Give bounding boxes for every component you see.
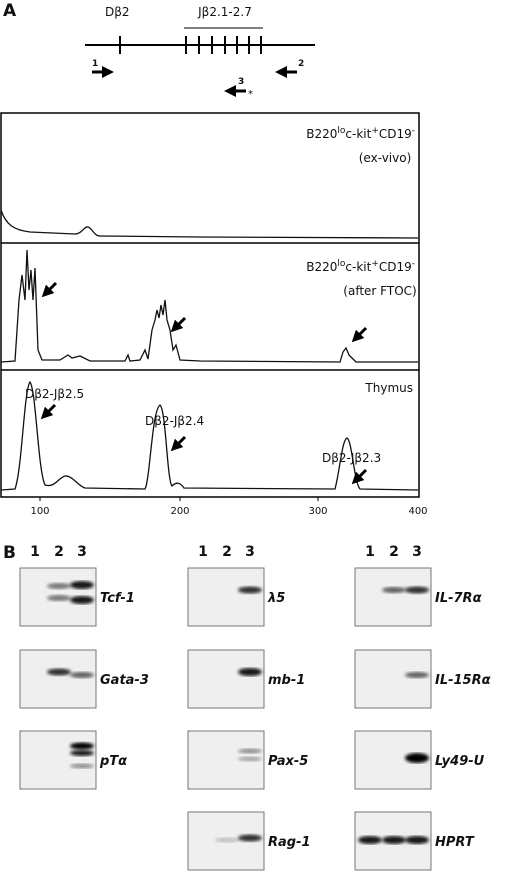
gene-label: Ly49-U	[435, 754, 485, 769]
lane-label: 3	[77, 544, 87, 560]
gel-band	[47, 595, 71, 601]
gel-band	[47, 583, 71, 589]
peak-annotation: Dβ2-Jβ2.4	[145, 414, 204, 428]
gel	[19, 730, 97, 790]
trace	[0, 380, 419, 491]
gene-label: Rag-1	[268, 835, 311, 850]
gel-band	[47, 668, 71, 676]
gel-band	[238, 756, 262, 762]
lane-label: 1	[198, 544, 208, 560]
panel-label: A	[3, 1, 17, 21]
star: *	[248, 89, 253, 100]
gel-band	[238, 586, 262, 594]
x-tick-label: 400	[408, 506, 427, 517]
gel-band	[238, 748, 262, 754]
lane-label: 2	[54, 544, 64, 560]
j-segment-label: Jβ2.1-2.7	[197, 5, 252, 19]
gene-label: mb-1	[268, 673, 305, 688]
gel-band	[70, 672, 94, 678]
cell-label: Thymus	[364, 381, 413, 395]
x-axis	[39, 497, 319, 501]
x-tick-label: 100	[30, 506, 49, 517]
gel	[187, 567, 265, 627]
gene-label: IL-7Rα	[435, 591, 482, 606]
trace	[0, 249, 418, 363]
gene-label: HPRT	[435, 835, 475, 850]
lane-label: 3	[245, 544, 255, 560]
gel-band	[238, 668, 262, 676]
lane-label: 1	[365, 544, 375, 560]
primer-label: 1	[92, 59, 98, 69]
gel-band	[238, 834, 262, 842]
gel	[187, 649, 265, 709]
gene-label: Tcf-1	[100, 591, 135, 606]
lane-label: 3	[412, 544, 422, 560]
gel-band	[405, 586, 429, 594]
lane-label: 2	[222, 544, 232, 560]
panel-label: B	[3, 543, 16, 563]
gel-band	[405, 672, 429, 678]
lane-label: 2	[389, 544, 399, 560]
gel-band	[382, 587, 406, 593]
gel	[19, 649, 97, 709]
gel-band	[70, 742, 94, 750]
condition-label: (ex-vivo)	[359, 151, 412, 165]
peak-annotation: Dβ2-Jβ2.3	[322, 451, 381, 465]
condition-label: (after FTOC)	[343, 284, 416, 298]
gene-diagram	[85, 27, 315, 54]
primer-label: 3	[238, 77, 244, 87]
x-tick-label: 200	[170, 506, 189, 517]
d-segment-label: Dβ2	[105, 5, 130, 19]
gel-band	[215, 837, 239, 843]
gel-band	[70, 581, 94, 589]
gene-label: Pax-5	[268, 754, 308, 769]
primer-label: 2	[298, 59, 304, 69]
plot-frame	[0, 112, 420, 498]
gene-label: pTα	[99, 754, 127, 769]
gel-band	[70, 750, 94, 756]
gel	[354, 567, 432, 627]
gel	[354, 649, 432, 709]
gel-band	[382, 836, 406, 844]
cell-label: B220loc-kit+CD19-	[306, 259, 415, 274]
gene-label: λ5	[267, 591, 285, 606]
trace	[0, 209, 419, 239]
peak-arrows	[40, 281, 368, 485]
gel-band	[70, 596, 94, 604]
gel-band	[358, 836, 382, 844]
gene-label: IL-15Rα	[435, 673, 491, 688]
gel-band	[405, 753, 429, 763]
gel-band	[405, 836, 429, 844]
cell-label: B220loc-kit+CD19-	[306, 126, 415, 141]
peak-annotation: Dβ2-Jβ2.5	[25, 387, 84, 401]
gene-label: Gata-3	[100, 673, 149, 688]
lane-label: 1	[30, 544, 40, 560]
x-tick-label: 300	[308, 506, 327, 517]
gel-band	[70, 763, 94, 769]
